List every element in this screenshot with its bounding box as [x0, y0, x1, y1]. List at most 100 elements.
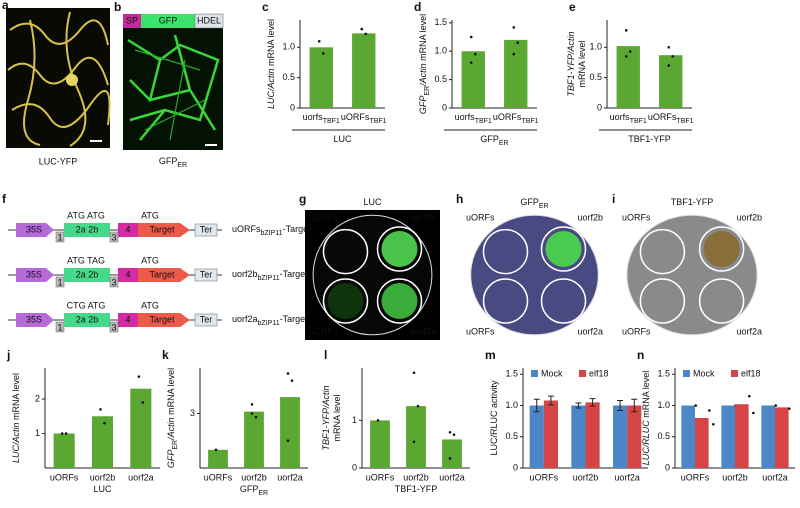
y-axis-label: GFPER/Actin mRNA level [166, 368, 179, 468]
part-label: Target [149, 314, 175, 324]
legend-swatch [731, 370, 738, 377]
legend-swatch [531, 370, 538, 377]
bar [91, 416, 114, 468]
y-tick-label: 0.5 [589, 72, 602, 82]
part-label: 3 [111, 322, 116, 332]
y-tick-label: 0 [290, 102, 295, 112]
group-label: GFPER [240, 484, 268, 497]
bar [695, 418, 709, 468]
y-tick-label: 0 [665, 462, 670, 472]
data-point [250, 412, 254, 415]
bar [775, 407, 789, 468]
text-segment: uorfs [455, 112, 476, 122]
bar [735, 404, 749, 468]
text-segment: ER [177, 162, 187, 169]
part-label: 4 [125, 269, 130, 279]
infiltration-circle [698, 278, 745, 324]
part-label: 4 [125, 314, 130, 324]
x-tick-label: uorf2b [573, 472, 599, 482]
data-point [290, 379, 294, 383]
panel-letter: d [414, 0, 421, 14]
codons: ATG [141, 300, 159, 310]
infiltration-circle [639, 278, 686, 324]
data-point [748, 394, 751, 398]
text-segment: uorf2b [232, 269, 258, 279]
data-point [99, 408, 102, 411]
data-point [752, 411, 755, 415]
target [138, 313, 190, 327]
data-point [694, 404, 698, 407]
text-segment: LUC/RLUC activity [489, 380, 499, 456]
y-tick-label: 1.5 [505, 369, 518, 379]
text-segment: TBF1 [630, 118, 647, 125]
target [138, 268, 190, 282]
part-label: 3 [111, 232, 116, 242]
y-tick-label: 0.5 [434, 74, 447, 84]
x-tick-label: uORFsTBF1 [341, 112, 387, 125]
panel-letter: a [2, 0, 9, 12]
data-point [774, 404, 778, 407]
text-segment: mRNA level [266, 19, 276, 69]
legend-swatch [683, 370, 690, 377]
y-tick-label: 2 [35, 393, 40, 403]
panel-letter: b [114, 0, 121, 14]
text-segment: ER [172, 440, 179, 450]
header-label: HDEL [197, 15, 221, 25]
text-segment: -Target [283, 224, 312, 234]
bar [613, 405, 628, 468]
codons: CTG ATG [67, 300, 106, 310]
panel-letter: c [262, 0, 269, 14]
x-tick-label: uorf2b [403, 472, 429, 482]
x-tick-label: uORFsTBF1 [493, 112, 539, 125]
gfp-box [141, 14, 195, 28]
bar [681, 405, 695, 468]
error-bar [547, 395, 554, 406]
x-tick-label: uorf2a [762, 472, 788, 482]
text-segment: GFP [418, 96, 428, 115]
infiltration-circle [540, 226, 587, 272]
promoter [16, 268, 54, 282]
spot-label: uORFs [622, 212, 651, 222]
y-tick-label: 3 [190, 408, 195, 418]
text-segment: -Target [280, 314, 309, 324]
text-segment: ER [424, 86, 431, 96]
y-tick-label: 1 [352, 415, 357, 425]
part-label: 2a 2b [76, 269, 99, 279]
y-tick-label: 0 [513, 462, 518, 472]
y-tick-label: 1.0 [505, 400, 518, 410]
data-point [469, 61, 473, 64]
x-tick-label: uorf2b [722, 472, 748, 482]
panel-letter: k [162, 348, 169, 362]
y-axis-label: GFPER/Actin mRNA level [418, 14, 431, 114]
bar [761, 405, 775, 468]
group-label: TBF1-YFP [628, 134, 671, 144]
error-bar [533, 398, 540, 413]
text-segment: TBF1-YFP/Actin [566, 31, 576, 96]
bar [244, 411, 264, 468]
data-point [708, 409, 711, 412]
data-point [317, 39, 321, 43]
x-tick-label: uorfsTBF1 [610, 112, 647, 125]
text-segment: bZIP11 [261, 230, 283, 237]
text-segment: TBF1-YFP [395, 484, 438, 494]
panel-letter: j [6, 348, 10, 362]
legend-label: elf18 [741, 368, 761, 378]
codons: ATG ATG [67, 210, 105, 220]
y-axis-label: mRNA level [577, 40, 587, 87]
error-bar [617, 400, 624, 411]
y-axis-label: LUC/RLUC activity [489, 380, 499, 456]
panel-letter: l [324, 348, 327, 362]
spot-label: uORFs [466, 326, 495, 336]
data-point [321, 52, 325, 55]
data-point [141, 401, 145, 404]
part-label: 1 [57, 322, 62, 332]
infiltration-circle [322, 228, 369, 275]
x-tick-label: uorf2b [241, 472, 267, 482]
part-label: Ter [200, 224, 213, 234]
signal [381, 283, 418, 319]
spot-label: uorf2b [410, 212, 436, 222]
y-axis-label: LUC/Actin mRNA level [266, 19, 276, 109]
uorf-box [64, 313, 110, 327]
data-point [286, 439, 290, 443]
construct-name: uORFsbZIP11-Target [232, 224, 311, 237]
